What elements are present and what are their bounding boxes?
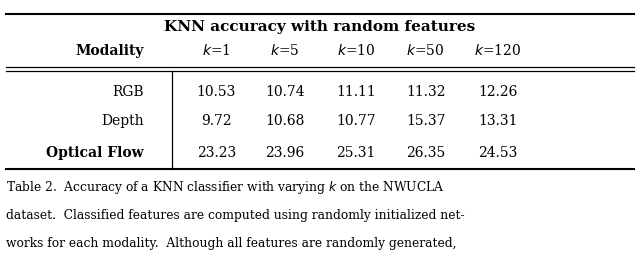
Text: 11.11: 11.11 [336, 85, 376, 99]
Text: 24.53: 24.53 [478, 146, 518, 160]
Text: 9.72: 9.72 [201, 114, 232, 128]
Text: $k$=1: $k$=1 [202, 43, 230, 58]
Text: $k$=120: $k$=120 [474, 43, 522, 58]
Text: $k$=50: $k$=50 [406, 43, 445, 58]
Text: 23.23: 23.23 [196, 146, 236, 160]
Text: KNN accuracy with random features: KNN accuracy with random features [164, 20, 476, 34]
Text: $k$=5: $k$=5 [270, 43, 300, 58]
Text: 13.31: 13.31 [478, 114, 518, 128]
Text: 11.32: 11.32 [406, 85, 445, 99]
Text: Table 2.  Accuracy of a KNN classifier with varying $k$ on the NWUCLA: Table 2. Accuracy of a KNN classifier wi… [6, 179, 445, 197]
Text: 10.53: 10.53 [196, 85, 236, 99]
Text: $k$=10: $k$=10 [337, 43, 375, 58]
Text: Modality: Modality [76, 44, 144, 58]
Text: RGB: RGB [113, 85, 144, 99]
Text: works for each modality.  Although all features are randomly generated,: works for each modality. Although all fe… [6, 237, 457, 250]
Text: dataset.  Classified features are computed using randomly initialized net-: dataset. Classified features are compute… [6, 209, 465, 222]
Text: 15.37: 15.37 [406, 114, 445, 128]
Text: 26.35: 26.35 [406, 146, 445, 160]
Text: Optical Flow: Optical Flow [46, 146, 144, 160]
Text: 10.77: 10.77 [336, 114, 376, 128]
Text: 23.96: 23.96 [265, 146, 305, 160]
Text: 25.31: 25.31 [336, 146, 376, 160]
Text: 12.26: 12.26 [478, 85, 518, 99]
Text: 10.74: 10.74 [265, 85, 305, 99]
Text: Depth: Depth [101, 114, 144, 128]
Text: 10.68: 10.68 [265, 114, 305, 128]
